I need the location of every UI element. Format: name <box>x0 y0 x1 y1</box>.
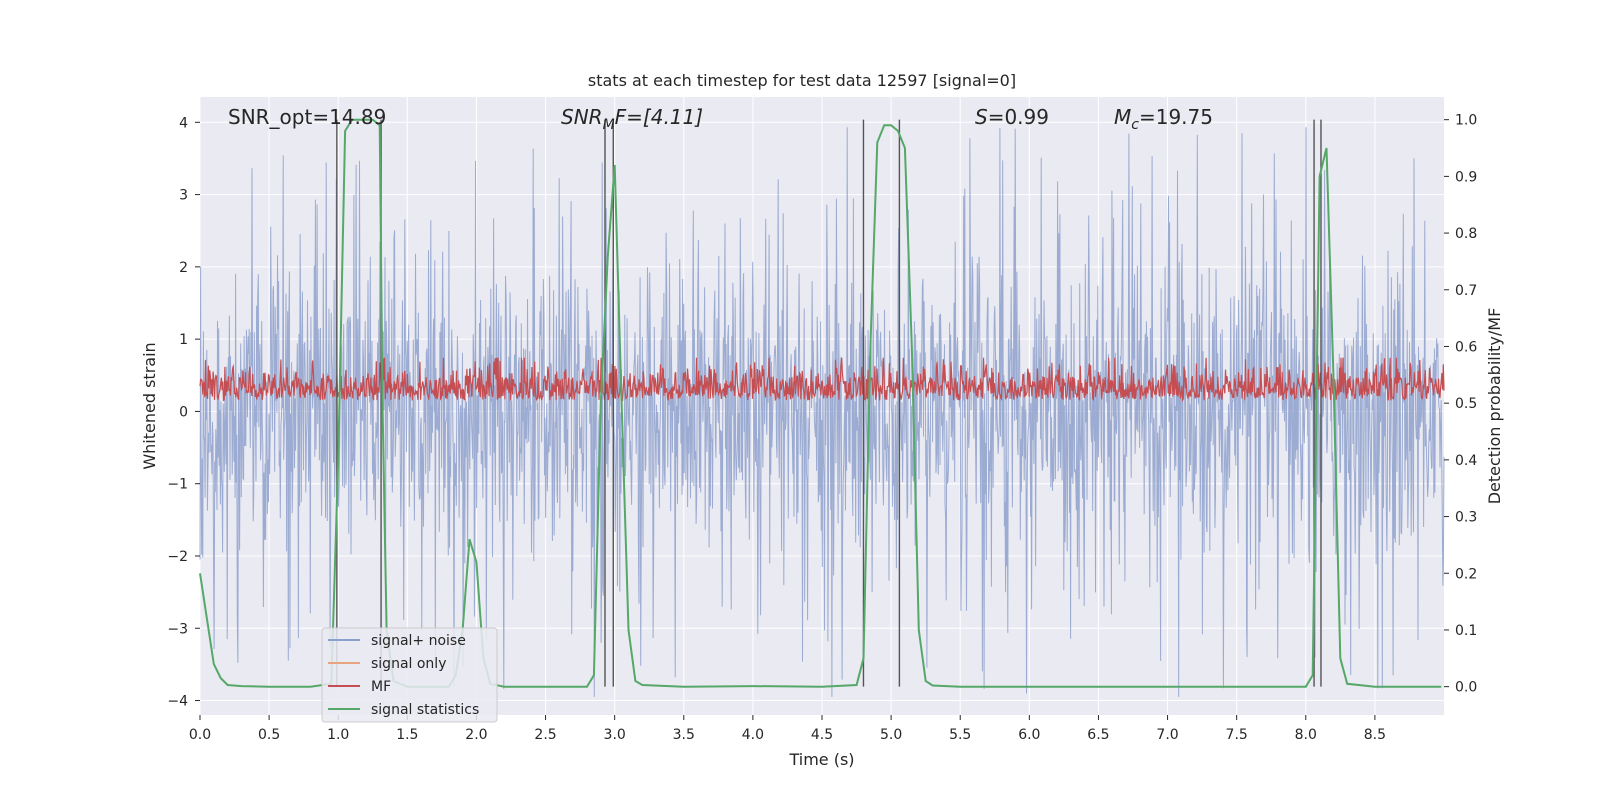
x-tick-label-13: 6.5 <box>1087 727 1109 743</box>
annotation-snr-mf-main: SNR <box>561 105 603 129</box>
y-axis-ticks: 4 3 2 1 0 −1 −2 −3 −4 <box>167 115 200 710</box>
y2-tick-label-0: 1.0 <box>1455 113 1477 129</box>
legend-box <box>321 627 498 723</box>
x-tick-label-5: 2.5 <box>534 727 556 743</box>
y2-tick-label-9: 0.1 <box>1455 623 1477 639</box>
x-tick-label-1: 0.5 <box>258 727 280 743</box>
y2-tick-label-2: 0.8 <box>1455 226 1477 242</box>
y-tick-label-3: 1 <box>179 332 188 348</box>
y2-tick-label-10: 0.0 <box>1455 680 1477 696</box>
y2-tick-label-8: 0.2 <box>1455 566 1477 582</box>
x-tick-label-3: 1.5 <box>396 727 418 743</box>
annotation-mc-rest: =19.75 <box>1139 105 1213 129</box>
x-tick-label-9: 4.5 <box>811 727 833 743</box>
x-tick-label-7: 3.5 <box>673 727 695 743</box>
y2-tick-label-7: 0.3 <box>1455 510 1477 526</box>
x-tick-label-4: 2.0 <box>465 727 487 743</box>
y-tick-label-5: −1 <box>167 477 188 493</box>
y-tick-label-7: −3 <box>167 621 188 637</box>
annotation-snr-mf: SNRMF=[4.11] <box>561 105 703 133</box>
y-tick-label-1: 3 <box>179 188 188 204</box>
x-tick-label-17: 8.5 <box>1364 727 1386 743</box>
annotation-mc: Mc=19.75 <box>1114 105 1213 133</box>
annotation-s: S=0.99 <box>975 105 1049 129</box>
x-tick-label-11: 5.5 <box>949 727 971 743</box>
x-axis-label: Time (s) <box>788 750 854 769</box>
y2-tick-label-6: 0.4 <box>1455 453 1477 469</box>
x-tick-label-12: 6.0 <box>1018 727 1040 743</box>
x-tick-label-15: 7.5 <box>1226 727 1248 743</box>
y-tick-label-0: 4 <box>179 115 188 131</box>
x-tick-label-8: 4.0 <box>742 727 764 743</box>
y2-axis-ticks: 1.0 0.9 0.8 0.7 0.6 0.5 0.4 0.3 0.2 0.1 0.0 <box>1444 113 1477 696</box>
chart-title: stats at each timestep for test data 125… <box>588 71 1016 90</box>
x-axis-ticks: 0.0 0.5 1.0 1.5 2.0 2.5 3.0 3.5 4.0 4.5 5.0 5.5 6.0 6… <box>189 715 1386 743</box>
legend: signal+ noise signal only MF signal stat… <box>321 627 498 723</box>
annotation-mc-sub: c <box>1131 117 1139 133</box>
y2-axis-label: Detection probability/MF <box>1485 308 1504 505</box>
x-tick-label-6: 3.0 <box>604 727 626 743</box>
legend-label-signal-only: signal only <box>371 656 446 672</box>
signal-noise-line <box>199 127 1445 697</box>
legend-label-signal-statistics: signal statistics <box>371 702 479 718</box>
y2-tick-label-3: 0.7 <box>1455 283 1477 299</box>
y-tick-label-2: 2 <box>179 260 188 276</box>
y-tick-label-4: 0 <box>179 404 188 420</box>
x-tick-label-10: 5.0 <box>880 727 902 743</box>
y2-tick-label-4: 0.6 <box>1455 339 1477 355</box>
annotation-s-rest: =0.99 <box>988 105 1049 129</box>
y-tick-label-8: −4 <box>167 694 188 710</box>
y-axis-label: Whitened strain <box>140 342 159 469</box>
signal-statistics-series <box>199 118 1442 688</box>
y2-tick-label-1: 0.9 <box>1455 169 1477 185</box>
annotation-mc-main: M <box>1114 105 1131 129</box>
legend-label-signal-noise: signal+ noise <box>371 633 466 649</box>
y-tick-label-6: −2 <box>167 549 188 565</box>
legend-label-mf: MF <box>371 679 391 695</box>
mf-line <box>199 357 1445 403</box>
annotation-snr-mf-sub: M <box>603 117 615 133</box>
mf-series <box>199 357 1445 403</box>
x-tick-label-16: 8.0 <box>1295 727 1317 743</box>
signal-statistics-line <box>199 118 1442 688</box>
annotation-snr-opt: SNR_opt=14.89 <box>228 105 386 129</box>
annotation-snr-mf-rest: F=[4.11] <box>615 105 703 129</box>
signal-noise-series <box>199 127 1445 697</box>
y2-tick-label-5: 0.5 <box>1455 396 1477 412</box>
annotation-s-main: S <box>975 105 988 129</box>
x-tick-label-0: 0.0 <box>189 727 211 743</box>
x-tick-label-2: 1.0 <box>327 727 349 743</box>
x-tick-label-14: 7.0 <box>1156 727 1178 743</box>
